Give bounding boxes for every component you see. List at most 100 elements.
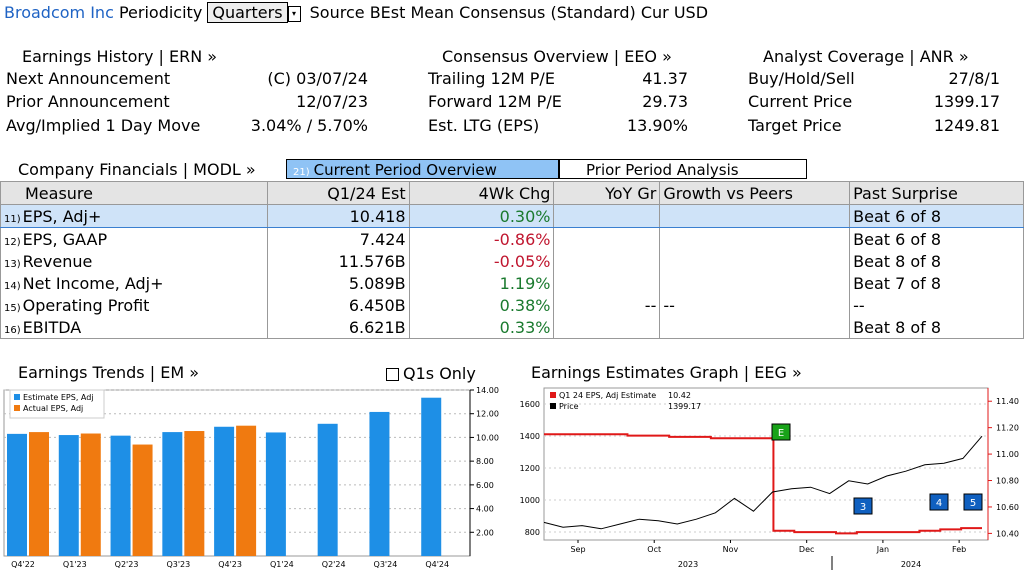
analyst-coverage-title[interactable]: Analyst Coverage | ANR »: [763, 47, 969, 66]
earnings-trends-chart: 2.00 4.00 6.00 8.00 10.00 12.00 14.00 Q4'22 Q1'2…: [3, 386, 499, 569]
periodicity-label: Periodicity: [118, 3, 203, 22]
row-yoy: [553, 272, 661, 294]
estimate-bar: [58, 435, 79, 556]
y-tick-label: 4.00: [476, 505, 494, 514]
right-tick-label: 11.40: [996, 397, 1019, 406]
table-row[interactable]: 14) Net Income, Adj+ 5.089B 1.19% Beat 7 …: [0, 272, 1024, 294]
co-value-0: 41.37: [642, 69, 688, 88]
chevron-down-icon[interactable]: ▾: [287, 5, 301, 22]
legend-label-eps: Q1 24 EPS, Adj Estimate: [559, 391, 656, 400]
left-tick-label: 1000: [520, 496, 540, 505]
x-tick-label: Q3'24: [374, 560, 398, 569]
event-marker: [853, 497, 873, 515]
x-tick-label: Q1'23: [63, 560, 87, 569]
ac-label-0: Buy/Hold/Sell: [748, 69, 855, 88]
company-name[interactable]: Broadcom Inc: [4, 3, 114, 22]
currency-label: Cur: [640, 3, 669, 22]
col-yoy-growth[interactable]: YoY Gr: [553, 181, 661, 205]
legend-label-actual: Actual EPS, Adj: [23, 404, 83, 413]
left-tick-label: 1600: [520, 400, 540, 409]
event-marker-label: 4: [936, 498, 942, 509]
actual-bar: [184, 431, 205, 556]
legend-value-eps: 10.42: [668, 391, 691, 400]
consensus-overview-title[interactable]: Consensus Overview | EEO »: [442, 47, 672, 66]
x-tick-label: Q1'24: [270, 560, 294, 569]
row-number: 16): [4, 324, 21, 336]
row-peers: [659, 227, 851, 250]
x-tick-label: Q4'23: [218, 560, 242, 569]
estimate-bar: [317, 423, 338, 556]
table-row[interactable]: 15) Operating Profit 6.450B 0.38% -- -- -…: [0, 294, 1024, 316]
eh-value-1: 12/07/23: [296, 92, 368, 111]
row-number: 11): [4, 213, 21, 225]
legend-box: [9, 389, 105, 419]
earnings-graph-title[interactable]: Earnings Estimates Graph | EEG »: [531, 363, 802, 382]
row-4wk-change: 0.30%: [408, 204, 555, 228]
col-estimate[interactable]: Q1/24 Est: [266, 181, 410, 205]
row-peers: [659, 272, 851, 294]
row-estimate: 6.621B: [266, 316, 410, 339]
table-row[interactable]: 13) Revenue 11.576B -0.05% Beat 8 of 8: [0, 250, 1024, 272]
table-row[interactable]: 12) EPS, GAAP 7.424 -0.86% Beat 6 of 8: [0, 227, 1024, 250]
year-label: 2024: [901, 560, 921, 569]
eh-label-0: Next Announcement: [6, 69, 171, 88]
row-number: 12): [4, 236, 21, 248]
event-marker-label: 3: [860, 502, 866, 513]
row-4wk-change: 0.33%: [408, 316, 555, 339]
estimate-bar: [369, 411, 390, 556]
actual-bar: [132, 444, 153, 556]
legend-swatch-actual: [14, 405, 20, 411]
legend-label-price: Price: [559, 402, 579, 411]
y-tick-label: 6.00: [476, 481, 494, 490]
financials-table: Measure Q1/24 Est 4Wk Chg YoY Gr Growth …: [0, 181, 1024, 339]
x-tick-label: Q2'23: [115, 560, 139, 569]
x-tick-label: Q4'22: [11, 560, 35, 569]
y-tick-label: 14.00: [476, 386, 499, 395]
row-number: 13): [4, 258, 21, 270]
tab-current-period[interactable]: 21)Current Period Overview (Q1/24): [286, 159, 559, 202]
row-4wk-change: 0.38%: [408, 294, 555, 316]
y-tick-label: 10.00: [476, 433, 499, 442]
row-peers: [659, 316, 851, 339]
currency-value[interactable]: USD: [673, 3, 709, 22]
source-value[interactable]: BEst Mean Consensus (Standard): [369, 3, 636, 22]
row-4wk-change: -0.05%: [408, 250, 555, 272]
col-growth-vs-peers[interactable]: Growth vs Peers: [659, 181, 851, 205]
left-tick-label: 800: [525, 528, 540, 537]
tab-current-number: 21): [293, 167, 310, 178]
row-surprise: Beat 6 of 8: [849, 227, 1024, 250]
col-past-surprise[interactable]: Past Surprise: [849, 181, 1024, 205]
eh-label-1: Prior Announcement: [6, 92, 170, 111]
earnings-history-title[interactable]: Earnings History | ERN »: [22, 47, 218, 66]
table-row[interactable]: 16) EBITDA 6.621B 0.33% Beat 8 of 8: [0, 316, 1024, 339]
co-value-1: 29.73: [642, 92, 688, 111]
price-line: [543, 435, 983, 530]
legend-value-price: 1399.17: [668, 402, 701, 411]
row-measure: EPS, GAAP: [22, 229, 108, 249]
col-measure[interactable]: Measure: [0, 181, 268, 205]
tab-prior-period[interactable]: Prior Period Analysis (Q4/23): [559, 159, 807, 199]
earnings-trends-title[interactable]: Earnings Trends | EM »: [18, 363, 199, 382]
row-surprise: Beat 8 of 8: [849, 316, 1024, 339]
row-number: 14): [4, 280, 21, 292]
row-peers: [659, 204, 851, 228]
earnings-estimates-chart: 800 1000 1200 1400 1600 10.40 10.60 10.80 11.00 1…: [520, 387, 1019, 570]
col-4wk-change[interactable]: 4Wk Chg: [408, 181, 555, 205]
ac-value-1: 1399.17: [933, 92, 1000, 111]
actual-bar: [29, 432, 49, 556]
row-peers: --: [659, 294, 851, 316]
table-row[interactable]: 11) EPS, Adj+ 10.418 0.30% Beat 6 of 8: [0, 204, 1024, 228]
ac-label-2: Target Price: [748, 116, 842, 135]
checkbox-icon[interactable]: [386, 368, 399, 381]
co-label-0: Trailing 12M P/E: [428, 69, 555, 88]
x-tick-label: Nov: [723, 545, 739, 554]
table-header-row: Measure Q1/24 Est 4Wk Chg YoY Gr Growth …: [0, 181, 1024, 205]
y-tick-label: 8.00: [476, 457, 494, 466]
company-financials-title[interactable]: Company Financials | MODL »: [18, 160, 256, 179]
periodicity-select[interactable]: Quarters: [207, 2, 288, 23]
plot-area: [543, 387, 989, 541]
y-tick-label: 2.00: [476, 528, 494, 537]
q1s-only-toggle[interactable]: Q1s Only: [386, 364, 476, 383]
row-4wk-change: 1.19%: [408, 272, 555, 294]
year-label: 2023: [678, 560, 698, 569]
